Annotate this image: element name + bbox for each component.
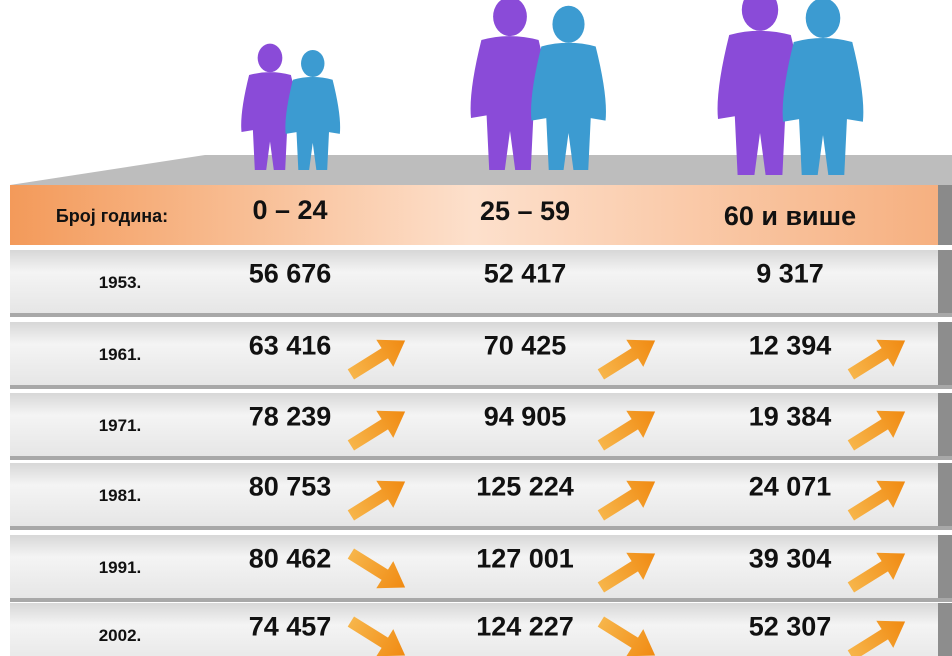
person: [241, 43, 299, 170]
value: 39 304: [749, 544, 832, 574]
arrow-shape: [347, 480, 406, 521]
trend-arrow: [347, 548, 406, 589]
person: [470, 0, 550, 170]
row-shadow: [10, 526, 952, 530]
body: [470, 36, 550, 170]
person: [717, 0, 803, 175]
year: 1961.: [99, 345, 142, 364]
value: 70 425: [484, 331, 567, 361]
value: 24 071: [749, 472, 832, 502]
people-icons: [241, 0, 864, 175]
row-edge: [938, 322, 952, 385]
column-header: 0 – 24: [252, 195, 327, 225]
arrow-shape: [597, 339, 656, 380]
rows: 1953. 56 676 52 417 9 317 1961. 63 416 70 425 1…: [10, 250, 952, 656]
value: 124 227: [476, 612, 574, 642]
year: 2002.: [99, 626, 142, 645]
value: 56 676: [249, 259, 332, 289]
head: [552, 5, 585, 43]
head: [493, 0, 527, 37]
trend-arrow: [347, 480, 406, 521]
row: [10, 250, 938, 313]
head: [741, 0, 779, 31]
trend-arrow: [847, 620, 906, 656]
trend-arrow: [347, 410, 406, 451]
trend-arrow: [847, 480, 906, 521]
person: [531, 5, 606, 170]
value: 78 239: [249, 402, 332, 432]
arrow-shape: [347, 410, 406, 451]
row-shadow: [10, 598, 952, 602]
person: [782, 0, 864, 175]
trend-arrow: [597, 552, 656, 593]
value: 125 224: [476, 472, 574, 502]
column-header: 25 – 59: [480, 196, 570, 226]
body: [531, 42, 606, 170]
value: 74 457: [249, 612, 332, 642]
row-shadow: [10, 385, 952, 389]
row: [10, 393, 938, 456]
platform: [10, 155, 952, 185]
arrow-shape: [597, 616, 656, 656]
person: [285, 49, 341, 170]
row-edge: [938, 250, 952, 313]
arrow-shape: [847, 552, 906, 593]
trend-arrow: [347, 616, 406, 656]
value: 19 384: [749, 402, 832, 432]
row-shadow: [10, 313, 952, 317]
value: 9 317: [756, 259, 824, 289]
value: 127 001: [476, 544, 574, 574]
value: 52 307: [749, 612, 832, 642]
trend-arrow: [597, 616, 656, 656]
value: 80 753: [249, 472, 332, 502]
trend-arrow: [847, 410, 906, 451]
body: [717, 30, 803, 175]
row: [10, 535, 938, 598]
arrow-shape: [347, 339, 406, 380]
value: 94 905: [484, 402, 567, 432]
body: [782, 38, 864, 175]
year: 1991.: [99, 558, 142, 577]
value: 63 416: [249, 331, 332, 361]
body: [241, 72, 299, 170]
row-edge: [938, 393, 952, 456]
row: [10, 603, 938, 656]
value: 12 394: [749, 331, 832, 361]
trend-arrow: [597, 410, 656, 451]
row: [10, 463, 938, 526]
trend-arrow: [347, 339, 406, 380]
head: [257, 43, 283, 73]
value: 52 417: [484, 259, 567, 289]
row-edge: [938, 535, 952, 598]
year: 1953.: [99, 273, 142, 292]
year: 1971.: [99, 416, 142, 435]
arrow-shape: [597, 552, 656, 593]
value: 80 462: [249, 544, 332, 574]
arrow-shape: [347, 616, 406, 656]
row-shadow: [10, 456, 952, 460]
arrow-shape: [847, 410, 906, 451]
trend-arrow: [597, 480, 656, 521]
arrow-shape: [847, 339, 906, 380]
trend-arrow: [847, 339, 906, 380]
head: [301, 49, 325, 78]
row-edge: [938, 185, 952, 245]
year: 1981.: [99, 486, 142, 505]
header-label: Број година:: [56, 206, 168, 226]
trend-arrow: [847, 552, 906, 593]
header-row: [10, 185, 938, 245]
arrow-shape: [847, 620, 906, 656]
arrow-shape: [847, 480, 906, 521]
row: [10, 322, 938, 385]
row-edge: [938, 603, 952, 656]
arrow-shape: [597, 480, 656, 521]
arrow-shape: [597, 410, 656, 451]
trend-arrow: [597, 339, 656, 380]
head: [805, 0, 841, 39]
row-edge: [938, 463, 952, 526]
arrow-shape: [347, 548, 406, 589]
column-header: 60 и више: [724, 201, 856, 231]
body: [285, 77, 341, 170]
